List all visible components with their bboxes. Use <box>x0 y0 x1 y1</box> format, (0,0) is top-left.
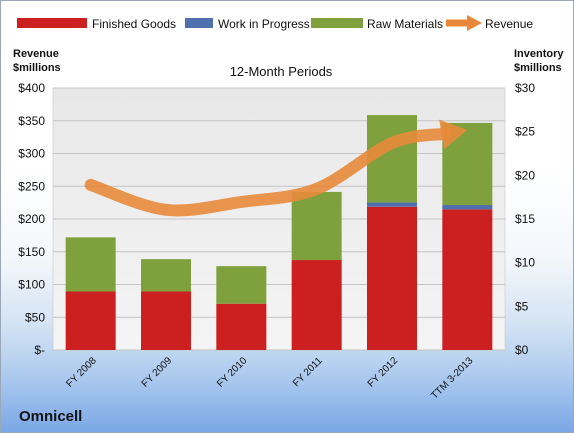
right-tick-label: $0 <box>515 343 529 357</box>
legend-swatch-revenue <box>446 15 482 31</box>
right-tick-label: $30 <box>515 81 535 95</box>
left-tick-label: $300 <box>18 147 45 161</box>
bar-finished-goods <box>65 291 116 350</box>
bar-raw-materials <box>141 259 191 292</box>
revenue-arrowhead <box>439 119 468 150</box>
revenue-line-layer <box>84 119 468 217</box>
category-label: FY 2012 <box>366 355 401 390</box>
bar-finished-goods <box>141 291 191 350</box>
legend: Finished Goods Work in Progress Raw Mate… <box>17 15 533 31</box>
left-tick-label: $50 <box>25 310 45 324</box>
right-tick-label: $15 <box>515 212 535 226</box>
category-label: FY 2009 <box>140 355 175 390</box>
left-tick-label: $250 <box>18 179 45 193</box>
legend-swatch-raw-materials <box>311 18 363 28</box>
category-label: FY 2011 <box>291 355 325 389</box>
legend-swatch-work-in-progress <box>185 18 213 28</box>
gridlines <box>53 87 505 351</box>
right-tick-label: $10 <box>515 256 535 270</box>
left-tick-label: $150 <box>18 245 45 259</box>
chart-subtitle: 12-Month Periods <box>230 64 333 79</box>
category-label: FY 2008 <box>64 355 99 390</box>
left-tick-label: $100 <box>18 278 45 292</box>
category-label: FY 2010 <box>215 355 250 390</box>
bar-finished-goods <box>442 209 493 350</box>
left-axis-title-line2: $millions <box>13 62 61 74</box>
left-axis-title-line1: Revenue <box>13 48 59 60</box>
left-tick-label: $- <box>34 343 45 357</box>
company-name: Omnicell <box>19 408 82 425</box>
right-tick-label: $20 <box>515 168 535 182</box>
right-axis-title-line2: $millions <box>514 62 562 74</box>
bar-finished-goods <box>367 206 417 350</box>
bar-raw-materials <box>216 266 267 304</box>
bar-finished-goods <box>216 303 267 350</box>
legend-label-revenue: Revenue <box>485 17 533 31</box>
category-axis: FY 2008 FY 2009 FY 2010 FY 2011 FY 2012 TTM 3… <box>64 355 475 402</box>
legend-label-finished-goods: Finished Goods <box>92 17 176 31</box>
bar-work-in-progress <box>442 205 493 210</box>
right-tick-label: $25 <box>515 125 535 139</box>
legend-label-work-in-progress: Work in Progress <box>218 17 310 31</box>
left-tick-label: $400 <box>18 81 45 95</box>
legend-swatch-finished-goods <box>17 18 87 28</box>
legend-label-raw-materials: Raw Materials <box>367 17 443 31</box>
bar-work-in-progress <box>367 202 417 207</box>
left-tick-label: $350 <box>18 114 45 128</box>
right-axis-ticks: $0 $5 $10 $15 $20 $25 $30 <box>515 81 535 357</box>
right-axis-title-line1: Inventory <box>514 48 564 60</box>
right-tick-label: $5 <box>515 299 529 313</box>
bar-raw-materials <box>65 237 116 292</box>
bar-raw-materials <box>291 191 342 261</box>
left-tick-label: $200 <box>18 212 45 226</box>
bar-finished-goods <box>291 260 342 350</box>
category-label: TTM 3-2013 <box>429 355 476 402</box>
left-axis-ticks: $- $50 $100 $150 $200 $250 $300 $350 $400 <box>18 81 45 357</box>
bars-layer <box>65 115 493 350</box>
